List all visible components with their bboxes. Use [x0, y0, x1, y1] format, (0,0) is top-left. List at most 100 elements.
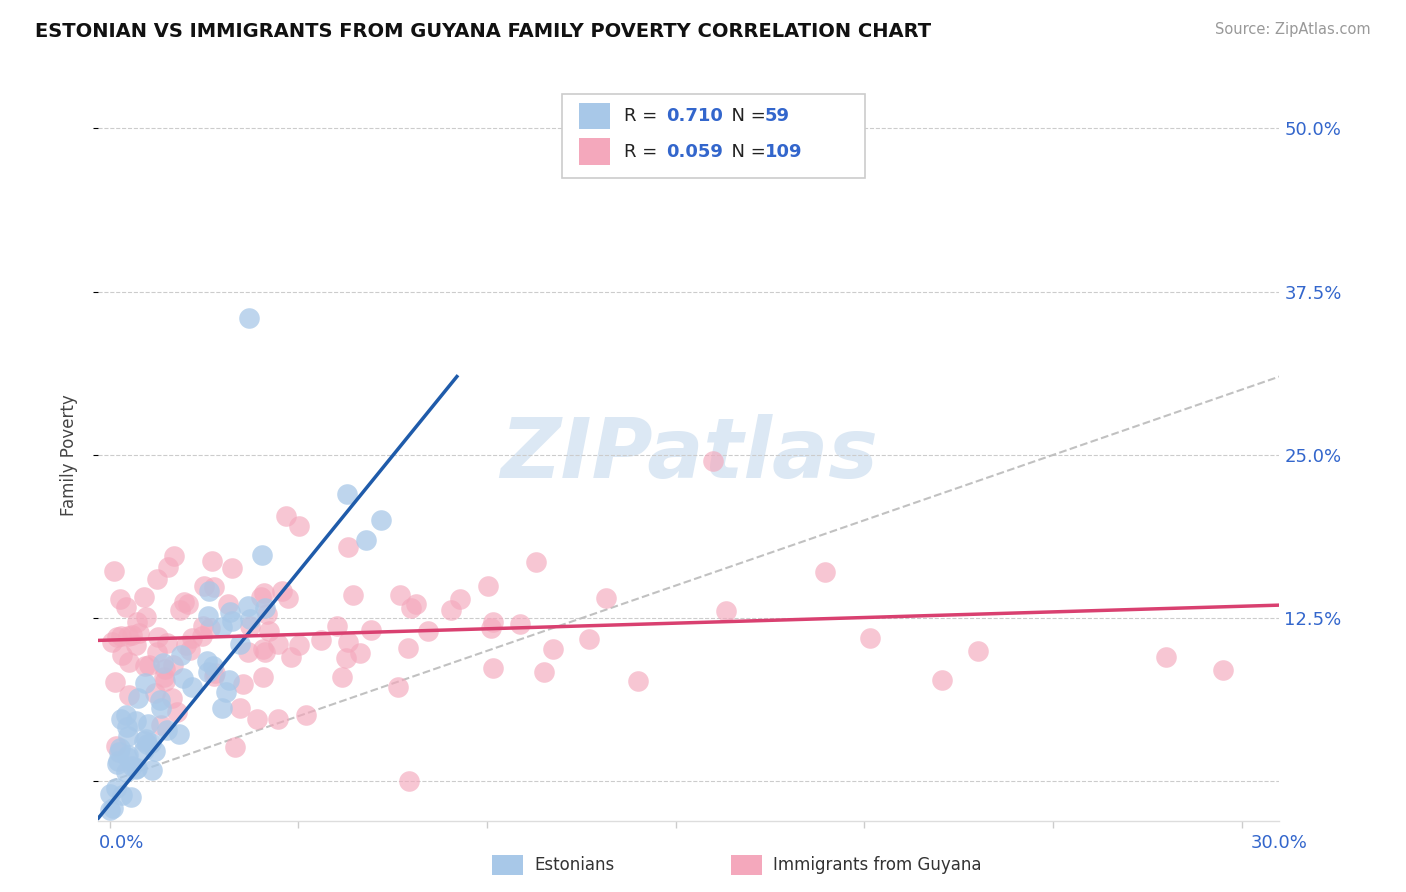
Point — [418, 624, 440, 638]
Point — [110, 712, 132, 726]
Point — [110, 629, 132, 643]
Point — [221, 615, 243, 629]
Point — [135, 732, 157, 747]
Text: Estonians: Estonians — [534, 856, 614, 874]
Point — [138, 658, 160, 673]
Point — [533, 665, 555, 679]
Point — [134, 676, 156, 690]
Point — [398, 774, 420, 789]
Point — [252, 548, 274, 562]
Point — [256, 607, 278, 621]
Text: Source: ZipAtlas.com: Source: ZipAtlas.com — [1215, 22, 1371, 37]
Point — [482, 661, 505, 675]
Text: ESTONIAN VS IMMIGRANTS FROM GUYANA FAMILY POVERTY CORRELATION CHART: ESTONIAN VS IMMIGRANTS FROM GUYANA FAMIL… — [35, 22, 931, 41]
Point — [250, 590, 273, 604]
Point — [115, 708, 138, 723]
Point — [524, 555, 547, 569]
Point — [236, 645, 259, 659]
Point — [238, 310, 260, 325]
Point — [143, 743, 166, 757]
Point — [145, 572, 167, 586]
Point — [132, 590, 155, 604]
Point — [349, 646, 371, 660]
Point — [117, 729, 139, 743]
Point — [103, 565, 125, 579]
Point — [295, 707, 318, 722]
Point — [173, 595, 195, 609]
Point — [342, 588, 364, 602]
Point — [276, 508, 298, 523]
Point — [232, 676, 254, 690]
Point — [211, 620, 233, 634]
Point — [180, 680, 202, 694]
Point — [218, 673, 240, 688]
Text: 0.710: 0.710 — [666, 107, 723, 125]
Point — [162, 658, 184, 673]
Point — [288, 518, 311, 533]
Point — [100, 635, 122, 649]
Point — [252, 670, 274, 684]
Point — [169, 603, 191, 617]
Point — [120, 789, 142, 804]
Point — [160, 690, 183, 705]
Point — [125, 615, 148, 629]
Point — [197, 665, 219, 679]
Point — [405, 597, 427, 611]
Point — [440, 602, 463, 616]
Text: R =: R = — [624, 107, 664, 125]
Point — [125, 714, 148, 729]
Point — [125, 763, 148, 777]
Point — [143, 686, 166, 700]
Point — [115, 764, 138, 779]
Point — [117, 750, 139, 764]
Point — [859, 631, 882, 645]
Point — [270, 583, 292, 598]
Point — [163, 549, 186, 563]
Point — [211, 700, 233, 714]
Point — [107, 754, 129, 768]
Point — [253, 586, 276, 600]
Point — [288, 638, 311, 652]
Point — [482, 615, 505, 629]
Point — [132, 733, 155, 747]
Point — [325, 619, 347, 633]
Point — [115, 720, 138, 734]
Point — [117, 688, 139, 702]
Point — [627, 673, 650, 688]
Point — [1212, 664, 1234, 678]
Point — [388, 589, 411, 603]
Point — [135, 610, 157, 624]
Point — [267, 712, 290, 726]
Point — [153, 673, 176, 688]
Point — [541, 641, 564, 656]
Text: 59: 59 — [765, 107, 790, 125]
Point — [105, 756, 128, 771]
Point — [578, 632, 600, 646]
Point — [204, 666, 226, 681]
Point — [714, 604, 737, 618]
Point — [149, 693, 172, 707]
Point — [259, 624, 281, 638]
Point — [121, 759, 143, 773]
Point — [198, 583, 221, 598]
Point — [202, 581, 225, 595]
Point — [254, 601, 277, 615]
Point — [479, 621, 502, 635]
Point — [814, 565, 837, 579]
Point — [477, 579, 499, 593]
Point — [277, 591, 299, 606]
Point — [931, 673, 953, 687]
Point — [141, 763, 163, 777]
Point — [202, 658, 225, 673]
Point — [198, 621, 221, 635]
Point — [253, 645, 276, 659]
Point — [115, 599, 138, 614]
Point — [197, 609, 219, 624]
Point — [101, 801, 124, 815]
Point — [121, 627, 143, 641]
Point — [118, 655, 141, 669]
Point — [167, 727, 190, 741]
Point — [190, 628, 212, 642]
Point — [139, 736, 162, 750]
Text: 30.0%: 30.0% — [1251, 834, 1308, 852]
